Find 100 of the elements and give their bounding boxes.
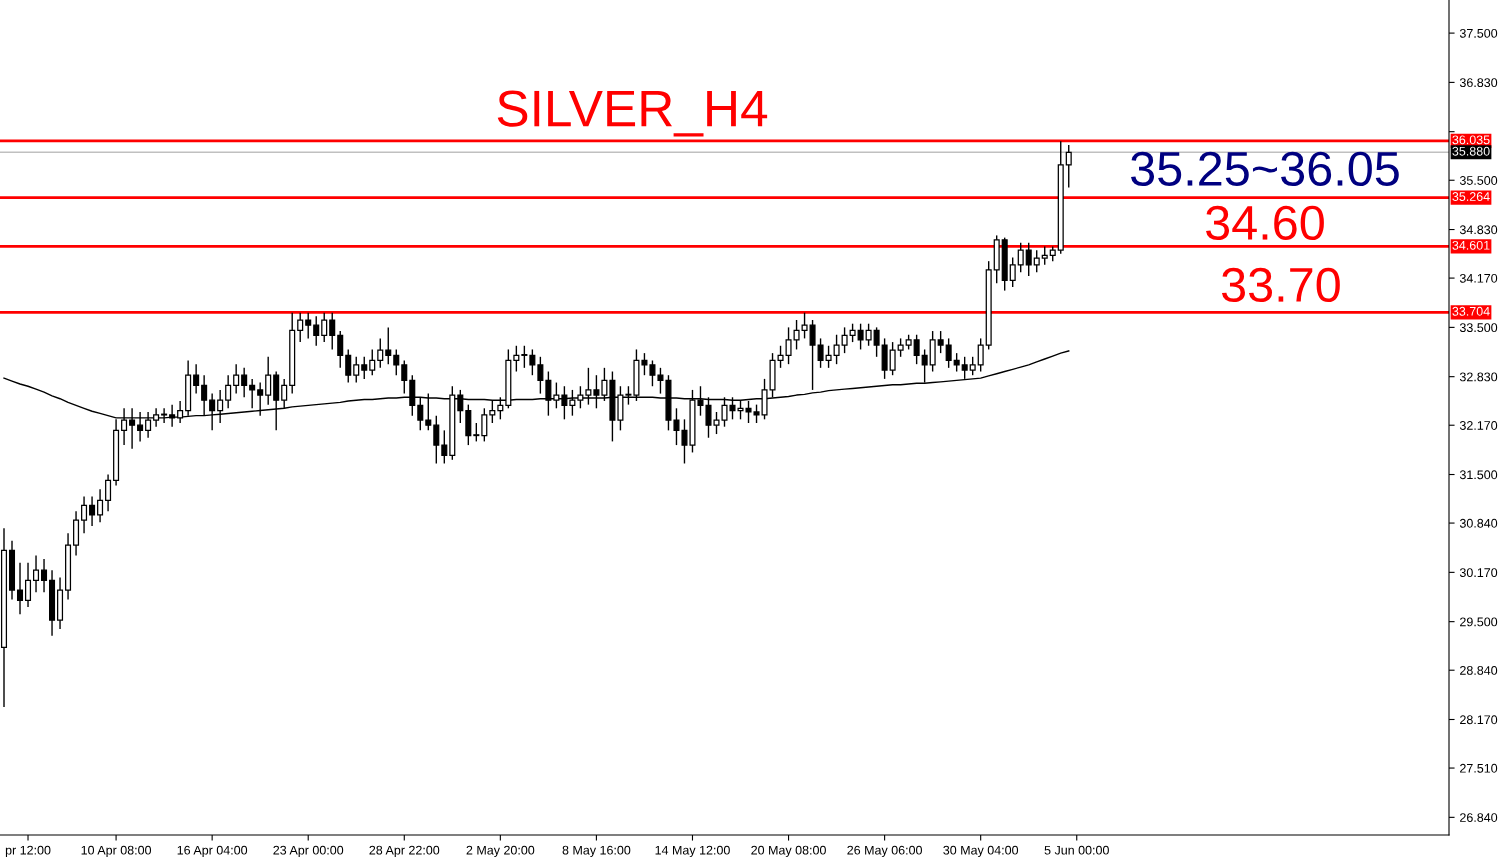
y-tick-label: 26.840 [1460, 813, 1498, 822]
candlestick [225, 374, 232, 409]
candlestick [537, 356, 544, 395]
candlestick [1065, 144, 1072, 189]
candlestick [953, 352, 960, 373]
y-tick-label: 28.170 [1460, 715, 1498, 725]
candlestick [369, 348, 376, 376]
candlestick [377, 337, 384, 369]
ref-line-label: 33.704 [1452, 306, 1490, 316]
annotation: 34.60 [1206, 205, 1324, 241]
candlestick [1009, 256, 1016, 288]
candlestick [961, 356, 968, 380]
candlestick [345, 348, 352, 384]
candlestick [81, 495, 88, 535]
x-tick-label: 30 May 04:00 [943, 845, 1019, 858]
candlestick [24, 562, 32, 608]
candlestick [89, 495, 96, 527]
candlestick [249, 378, 256, 409]
candlestick [337, 330, 344, 369]
x-tick-label: 5 Jun 00:00 [1044, 845, 1109, 855]
candlestick [625, 385, 632, 406]
candlestick [825, 345, 832, 369]
x-tick-label: 23 Apr 00:00 [273, 845, 344, 858]
candlestick [529, 348, 536, 376]
x-tick-label: 8 May 16:00 [562, 845, 631, 858]
candlestick [241, 367, 248, 398]
candlestick [585, 367, 592, 406]
candlestick [433, 414, 440, 465]
candlestick [641, 352, 648, 376]
candlestick [233, 363, 240, 395]
ref-line-label: 35.264 [1452, 192, 1490, 201]
candlestick [305, 311, 312, 340]
candlestick [353, 356, 360, 384]
candlestick [265, 356, 272, 406]
y-tick-label: 34.170 [1459, 273, 1498, 283]
candlestick [481, 407, 488, 443]
y-tick-label: 36.830 [1459, 78, 1498, 88]
ref-line-label: 34.601 [1452, 240, 1490, 250]
candlestick [473, 422, 480, 443]
candlestick [977, 337, 984, 373]
candlestick [297, 311, 304, 343]
candlestick [841, 326, 848, 354]
candlestick [1041, 245, 1048, 266]
candlestick [193, 363, 200, 395]
ref-line-label: 36.035 [1452, 135, 1490, 145]
y-tick-label: 32.830 [1459, 372, 1498, 382]
candlestick [937, 330, 944, 354]
candlestick [1033, 249, 1040, 273]
ref-line-label: 35.880 [1452, 146, 1490, 156]
candlestick [321, 311, 328, 343]
candlestick [849, 323, 856, 343]
candlestick [1025, 242, 1032, 277]
y-tick-label: 31.500 [1459, 470, 1498, 480]
x-tick-label: pr 12:00 [5, 845, 51, 858]
y-tick-label: 27.510 [1460, 763, 1498, 773]
candlestick [521, 345, 528, 369]
candlestick [513, 345, 520, 373]
x-tick-label: 2 May 20:00 [466, 845, 535, 858]
y-tick-label: 29.500 [1460, 617, 1498, 627]
x-tick-label: 16 Apr 04:00 [177, 845, 248, 858]
candlestick [281, 378, 288, 409]
candlestick [441, 429, 448, 465]
candlestick [889, 341, 896, 376]
candlestick [97, 488, 104, 524]
candlestick [41, 558, 48, 593]
y-tick-label: 32.170 [1459, 421, 1498, 430]
candlestick [393, 348, 400, 376]
candlestick [553, 381, 560, 409]
y-tick-label: 33.500 [1459, 323, 1498, 333]
candlestick [945, 337, 952, 369]
candlestick [105, 473, 112, 512]
annotation: 35.25~36.05 [1131, 151, 1399, 187]
candlestick [809, 319, 816, 391]
candlestick [857, 323, 864, 351]
candlestick [385, 326, 392, 365]
annotation: 33.70 [1221, 267, 1340, 303]
candlestick [32, 554, 40, 593]
candlestick [873, 326, 880, 358]
candlestick [401, 359, 408, 395]
text: SILVER_H4 [497, 90, 768, 137]
candlestick [817, 337, 824, 369]
candlestick [593, 374, 600, 409]
candlestick [329, 311, 336, 351]
x-tick-label: 14 May 12:00 [655, 845, 730, 858]
x-tick-label: 26 May 06:00 [847, 845, 922, 858]
y-tick-label: 37.500 [1459, 28, 1498, 38]
candlestick [913, 334, 920, 365]
x-tick-label: 20 May 08:00 [751, 845, 826, 858]
y-tick-label: 34.830 [1459, 225, 1498, 235]
y-tick-label: 30.840 [1459, 518, 1498, 528]
candlestick [833, 334, 840, 365]
y-tick-label: 30.170 [1459, 568, 1498, 578]
candlestick [801, 311, 808, 340]
y-tick-label: 28.840 [1460, 666, 1498, 675]
candlestick [361, 356, 368, 380]
candlestick [897, 337, 904, 358]
x-tick-label: 10 Apr 08:00 [81, 845, 152, 858]
x-tick-label: 28 Apr 22:00 [369, 845, 440, 858]
y-tick-label: 35.500 [1459, 176, 1498, 185]
candlestick [577, 385, 584, 409]
